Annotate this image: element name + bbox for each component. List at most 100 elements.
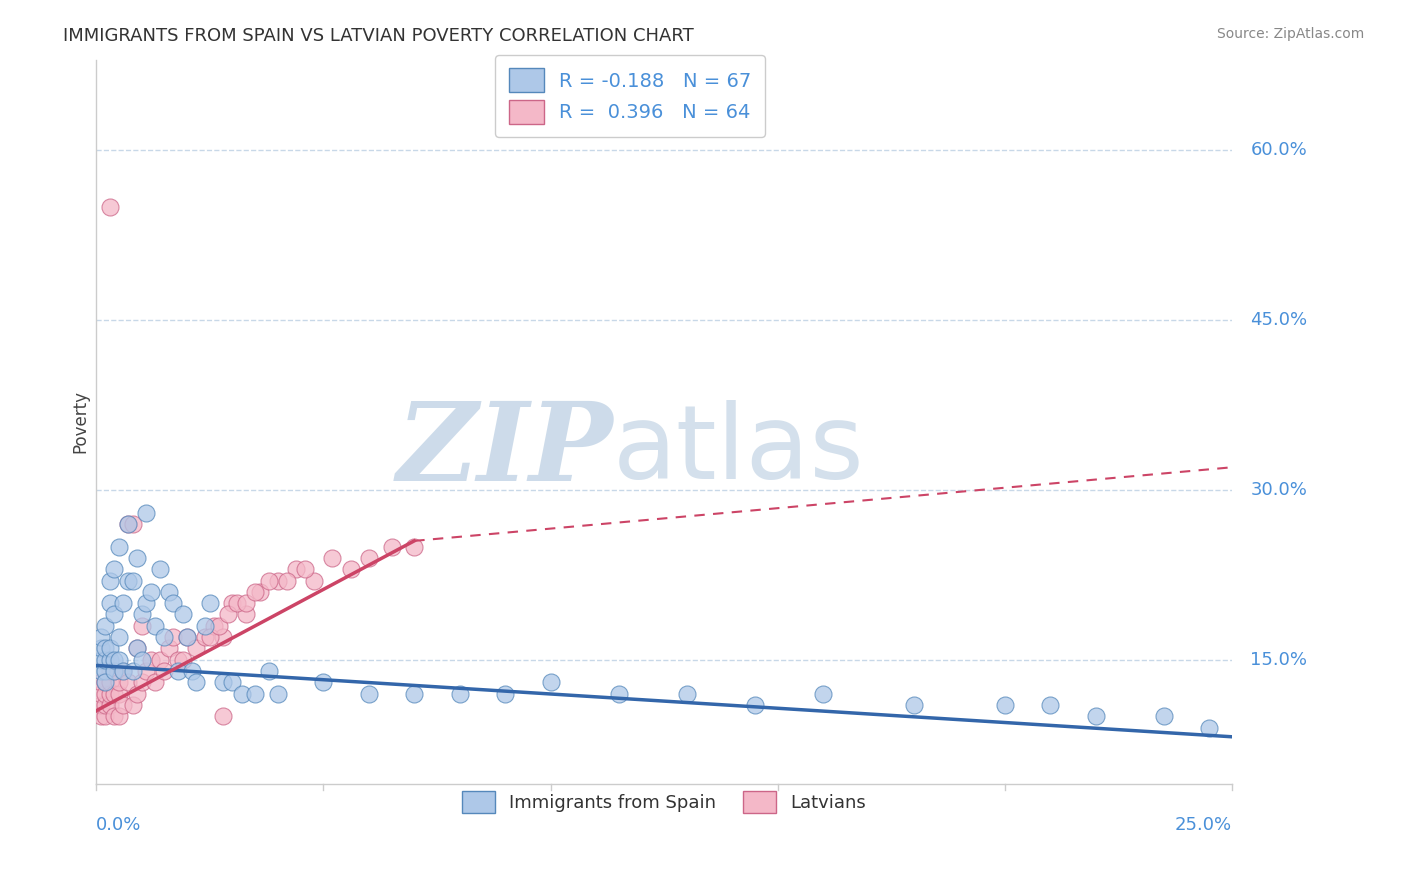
Point	[176, 630, 198, 644]
Point	[112, 596, 135, 610]
Point	[112, 664, 135, 678]
Point	[172, 607, 194, 622]
Text: 60.0%: 60.0%	[1250, 141, 1308, 159]
Point	[257, 574, 280, 588]
Text: 30.0%: 30.0%	[1250, 481, 1308, 499]
Point	[202, 619, 225, 633]
Legend: Immigrants from Spain, Latvians: Immigrants from Spain, Latvians	[450, 779, 879, 826]
Point	[212, 630, 235, 644]
Point	[153, 630, 176, 644]
Point	[139, 584, 162, 599]
Point	[198, 630, 221, 644]
Point	[357, 687, 380, 701]
Point	[221, 596, 243, 610]
Point	[90, 630, 112, 644]
Point	[494, 687, 516, 701]
Point	[131, 653, 153, 667]
Point	[212, 675, 235, 690]
Point	[198, 596, 221, 610]
Point	[117, 574, 139, 588]
Point	[108, 709, 131, 723]
Point	[121, 516, 143, 531]
Point	[108, 630, 131, 644]
Point	[90, 675, 112, 690]
Point	[162, 630, 184, 644]
Point	[404, 540, 426, 554]
Point	[90, 709, 112, 723]
Point	[94, 664, 117, 678]
Point	[125, 641, 148, 656]
Point	[98, 675, 121, 690]
Point	[180, 664, 202, 678]
Point	[121, 664, 143, 678]
Point	[276, 574, 298, 588]
Point	[157, 641, 180, 656]
Point	[90, 641, 112, 656]
Text: 25.0%: 25.0%	[1175, 816, 1232, 834]
Text: 15.0%: 15.0%	[1250, 651, 1308, 669]
Text: 0.0%: 0.0%	[96, 816, 142, 834]
Point	[125, 687, 148, 701]
Point	[380, 540, 402, 554]
Point	[304, 574, 326, 588]
Point	[226, 596, 249, 610]
Point	[90, 687, 112, 701]
Point	[235, 596, 257, 610]
Point	[125, 641, 148, 656]
Text: ZIP: ZIP	[396, 397, 613, 505]
Point	[90, 653, 112, 667]
Point	[167, 664, 190, 678]
Text: IMMIGRANTS FROM SPAIN VS LATVIAN POVERTY CORRELATION CHART: IMMIGRANTS FROM SPAIN VS LATVIAN POVERTY…	[63, 27, 695, 45]
Point	[235, 607, 257, 622]
Point	[231, 687, 253, 701]
Point	[121, 574, 143, 588]
Point	[339, 562, 361, 576]
Point	[217, 607, 239, 622]
Point	[117, 675, 139, 690]
Point	[135, 596, 157, 610]
Point	[108, 540, 131, 554]
Point	[811, 687, 834, 701]
Point	[98, 574, 121, 588]
Point	[162, 596, 184, 610]
Point	[1084, 709, 1107, 723]
Point	[98, 653, 121, 667]
Point	[121, 698, 143, 712]
Point	[208, 619, 231, 633]
Point	[94, 698, 117, 712]
Point	[103, 687, 125, 701]
Point	[117, 516, 139, 531]
Point	[125, 550, 148, 565]
Point	[176, 630, 198, 644]
Point	[139, 653, 162, 667]
Point	[94, 709, 117, 723]
Point	[103, 607, 125, 622]
Point	[135, 664, 157, 678]
Point	[103, 664, 125, 678]
Point	[249, 584, 271, 599]
Point	[131, 619, 153, 633]
Point	[90, 664, 112, 678]
Point	[108, 687, 131, 701]
Point	[257, 664, 280, 678]
Y-axis label: Poverty: Poverty	[72, 391, 89, 453]
Point	[112, 664, 135, 678]
Point	[994, 698, 1017, 712]
Point	[312, 675, 335, 690]
Text: atlas: atlas	[613, 401, 865, 501]
Point	[98, 687, 121, 701]
Point	[94, 687, 117, 701]
Point	[285, 562, 308, 576]
Point	[94, 675, 117, 690]
Point	[294, 562, 316, 576]
Point	[267, 574, 290, 588]
Point	[167, 653, 190, 667]
Point	[607, 687, 630, 701]
Point	[172, 653, 194, 667]
Point	[135, 506, 157, 520]
Point	[143, 619, 166, 633]
Point	[108, 675, 131, 690]
Point	[149, 562, 172, 576]
Point	[321, 550, 343, 565]
Point	[90, 698, 112, 712]
